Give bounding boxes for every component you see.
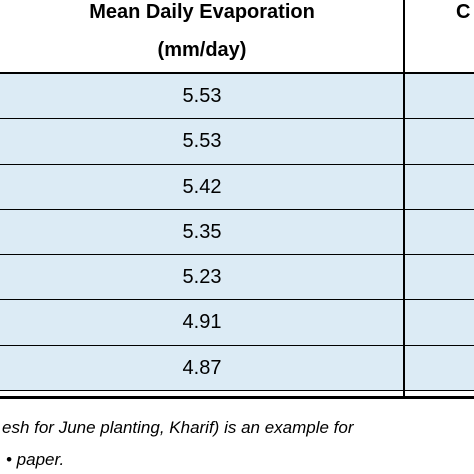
column-header-second: C	[456, 1, 471, 23]
table-cell-value: 5.42	[182, 175, 222, 198]
header-divider	[0, 72, 474, 74]
table-row: 5.53	[0, 74, 474, 120]
table-cell-value: 5.23	[182, 266, 222, 289]
column-header-line1: Mean Daily Evaporation	[89, 1, 315, 23]
table-row: 5.35	[0, 209, 474, 256]
table-row: 4.87	[0, 345, 474, 392]
table-caption-line2: • paper.	[6, 450, 65, 469]
table-caption-line1: esh for June planting, Kharif) is an exa…	[2, 418, 354, 437]
table-row: 4.91	[0, 300, 474, 346]
column-header-evaporation: Mean Daily Evaporation (mm/day)	[0, 0, 404, 73]
table-row: 5.53	[0, 119, 474, 165]
table-row: 5.23	[0, 255, 474, 301]
evaporation-table: Mean Daily Evaporation (mm/day) C 5.53 5…	[0, 0, 474, 399]
table-body: 5.53 5.53 5.42 5.35 5.23 4.91 4.87	[0, 74, 474, 392]
table-row: 5.42	[0, 164, 474, 210]
table-cell-value: 4.87	[182, 356, 222, 379]
column-header-line2: (mm/day)	[157, 39, 247, 61]
table-cell-value: 5.53	[182, 85, 222, 107]
table-cell-value: 4.91	[182, 311, 222, 334]
table-cell-value: 5.53	[182, 130, 222, 153]
table-bottom-rule	[0, 396, 474, 399]
table-header-row: Mean Daily Evaporation (mm/day) C	[0, 0, 474, 73]
table-cell-value: 5.35	[182, 220, 222, 243]
column-divider	[403, 0, 405, 396]
